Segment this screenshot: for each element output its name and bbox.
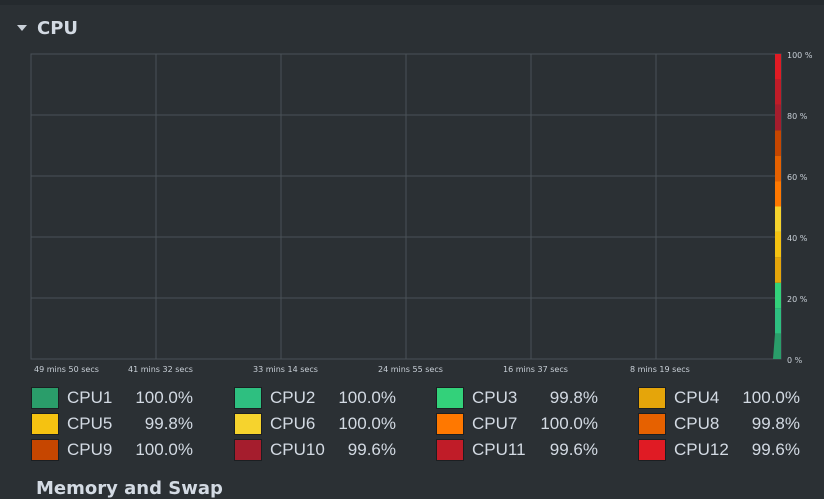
cpu-legend-item-cpu7: CPU7 100.0% — [436, 412, 598, 436]
graph-y-label: 80 % — [787, 112, 808, 121]
cpu-color-swatch[interactable] — [31, 439, 59, 461]
graph-area-cpu10 — [775, 104, 781, 131]
cpu-usage-value: 100.0% — [135, 440, 193, 459]
graph-y-label: 20 % — [787, 295, 808, 304]
graph-y-label: 60 % — [787, 173, 808, 182]
top-separator — [0, 0, 824, 5]
graph-area-cpu12 — [775, 54, 781, 80]
cpu-color-swatch[interactable] — [436, 387, 464, 409]
cpu-label: CPU2 — [270, 388, 316, 407]
cpu-usage-value: 100.0% — [338, 388, 396, 407]
cpu-label: CPU10 — [270, 440, 325, 459]
cpu-usage-value: 99.6% — [347, 440, 396, 459]
cpu-legend-item-cpu11: CPU11 99.6% — [436, 438, 598, 462]
cpu-usage-value: 100.0% — [742, 388, 800, 407]
cpu-label: CPU11 — [472, 440, 526, 459]
graph-time-label: 16 mins 37 secs — [503, 365, 568, 374]
triangle-down-icon[interactable] — [17, 25, 27, 31]
cpu-usage-value: 100.0% — [540, 414, 598, 433]
cpu-usage-value: 99.8% — [144, 414, 193, 433]
graph-area-cpu5 — [775, 231, 781, 258]
cpu-graph: 100 % 80 % 60 % 40 % 20 % 0 % 49 mins 50 secs… — [30, 51, 813, 374]
cpu-color-swatch[interactable] — [31, 413, 59, 435]
cpu-section-title: CPU — [37, 17, 79, 39]
cpu-legend-item-cpu2: CPU2 100.0% — [234, 386, 396, 410]
cpu-label: CPU5 — [67, 414, 113, 433]
graph-area-cpu8 — [775, 155, 781, 182]
graph-y-label: 40 % — [787, 234, 808, 243]
cpu-legend-item-cpu10: CPU10 99.6% — [234, 438, 396, 462]
cpu-legend-item-cpu5: CPU5 99.8% — [31, 412, 193, 436]
graph-time-label: 41 mins 32 secs — [128, 365, 193, 374]
cpu-legend-item-cpu9: CPU9 100.0% — [31, 438, 193, 462]
cpu-section-header[interactable]: CPU — [16, 16, 78, 40]
graph-area-cpu6 — [775, 206, 781, 232]
cpu-legend-item-cpu3: CPU3 99.8% — [436, 386, 598, 410]
cpu-color-swatch[interactable] — [234, 387, 262, 409]
graph-time-label: 24 mins 55 secs — [378, 365, 443, 374]
cpu-label: CPU9 — [67, 440, 113, 459]
cpu-usage-value: 100.0% — [338, 414, 396, 433]
cpu-label: CPU7 — [472, 414, 518, 433]
cpu-history-graph: 100 % 80 % 60 % 40 % 20 % 0 % 49 mins 50 secs… — [30, 51, 813, 374]
cpu-legend-item-cpu8: CPU8 99.8% — [638, 412, 800, 436]
cpu-legend-item-cpu1: CPU1 100.0% — [31, 386, 193, 410]
cpu-legend-item-cpu4: CPU4 100.0% — [638, 386, 800, 410]
cpu-color-swatch[interactable] — [234, 413, 262, 435]
graph-y-label: 100 % — [787, 51, 813, 60]
cpu-usage-value: 99.8% — [549, 388, 598, 407]
graph-time-label: 8 mins 19 secs — [630, 365, 690, 374]
graph-time-label: 49 mins 50 secs — [34, 365, 99, 374]
cpu-color-swatch[interactable] — [436, 439, 464, 461]
cpu-usage-value: 99.8% — [751, 414, 800, 433]
cpu-color-swatch[interactable] — [638, 387, 666, 409]
graph-area-cpu11 — [775, 79, 781, 105]
graph-area-cpu3 — [775, 282, 781, 309]
cpu-color-swatch[interactable] — [31, 387, 59, 409]
cpu-color-swatch[interactable] — [234, 439, 262, 461]
cpu-usage-value: 99.6% — [549, 440, 598, 459]
graph-area-cpu9 — [775, 130, 781, 156]
graph-area-cpu4 — [775, 257, 781, 283]
graph-y-axis-labels: 100 % 80 % 60 % 40 % 20 % 0 % — [787, 51, 813, 365]
cpu-label: CPU4 — [674, 388, 720, 407]
graph-area-cpu1 — [773, 333, 781, 359]
cpu-color-swatch[interactable] — [436, 413, 464, 435]
cpu-label: CPU1 — [67, 388, 113, 407]
cpu-label: CPU8 — [674, 414, 720, 433]
cpu-usage-value: 100.0% — [135, 388, 193, 407]
cpu-label: CPU12 — [674, 440, 729, 459]
cpu-usage-value: 99.6% — [751, 440, 800, 459]
cpu-color-swatch[interactable] — [638, 439, 666, 461]
cpu-color-swatch[interactable] — [638, 413, 666, 435]
graph-y-label: 0 % — [787, 356, 803, 365]
memory-section-title: Memory and Swap — [36, 478, 223, 499]
cpu-label: CPU6 — [270, 414, 316, 433]
graph-stacked-area — [773, 54, 781, 359]
graph-area-cpu7 — [775, 181, 781, 207]
graph-time-labels: 49 mins 50 secs 41 mins 32 secs 33 mins 14… — [34, 365, 690, 374]
graph-area-cpu2 — [775, 308, 781, 334]
graph-grid — [30, 53, 782, 360]
graph-time-label: 33 mins 14 secs — [253, 365, 318, 374]
cpu-label: CPU3 — [472, 388, 518, 407]
cpu-legend-item-cpu12: CPU12 99.6% — [638, 438, 800, 462]
cpu-legend-item-cpu6: CPU6 100.0% — [234, 412, 396, 436]
